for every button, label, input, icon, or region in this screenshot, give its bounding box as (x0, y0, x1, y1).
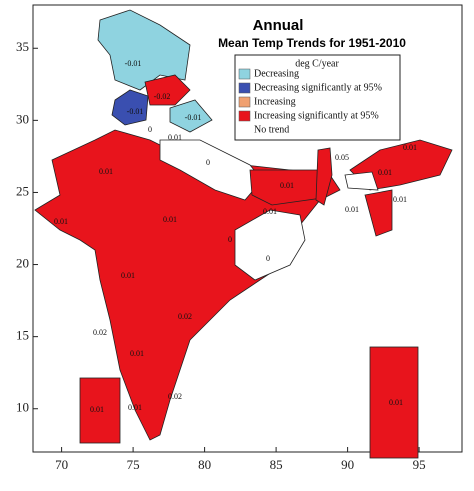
region-label: 0.01 (168, 133, 182, 142)
region-label: 0 (206, 158, 210, 167)
region-label: 0.01 (263, 207, 277, 216)
region-ne-south (364, 189, 393, 237)
region-label: 0.01 (121, 271, 135, 280)
region-label: 0.01 (163, 215, 177, 224)
region-label: 0.01 (403, 143, 417, 152)
region-label: 0.02 (168, 392, 182, 401)
legend-label: No trend (254, 124, 289, 135)
region-label: 0 (148, 125, 152, 134)
india-main (34, 129, 341, 441)
legend-label: Increasing significantly at 95% (254, 110, 379, 121)
region-label: -0.01 (185, 113, 202, 122)
region-punjab (144, 74, 191, 106)
region-kashmir (97, 9, 191, 91)
legend-swatch (238, 110, 251, 122)
y-tick-label: 10 (16, 400, 29, 415)
legend-swatch (238, 96, 251, 108)
legend: deg C/year Decreasing Decreasing signific… (234, 54, 401, 141)
y-tick-label: 15 (16, 328, 29, 343)
x-tick-label: 85 (270, 457, 283, 472)
region-wb (315, 147, 333, 206)
region-uttarakhand (169, 99, 213, 133)
y-tick-label: 35 (16, 39, 29, 54)
region-white (159, 139, 263, 201)
region-label: 0.01 (345, 205, 359, 214)
x-tick-label: 70 (55, 457, 68, 472)
region-label: 0.01 (378, 168, 392, 177)
region-white (234, 209, 306, 281)
legend-label: Increasing (254, 96, 296, 107)
x-tick-label: 80 (198, 457, 211, 472)
legend-label: Decreasing significantly at 95% (254, 82, 382, 93)
region-label: 0 (228, 235, 232, 244)
region-label: 0.01 (54, 217, 68, 226)
legend-swatch (238, 82, 251, 94)
inset-andaman (369, 346, 419, 459)
region-bihar (249, 169, 323, 206)
region-label: -0.02 (154, 92, 171, 101)
y-tick-label: 25 (16, 183, 29, 198)
inset-lakshadweep (79, 377, 121, 444)
regions (34, 9, 453, 459)
region-label: 0.02 (178, 312, 192, 321)
region-label: 0.01 (130, 349, 144, 358)
title: Annual (253, 17, 304, 34)
x-tick-label: 75 (127, 457, 140, 472)
legend-title: deg C/year (295, 58, 339, 69)
region-label: 0.01 (280, 181, 294, 190)
region-label: 0.01 (90, 405, 104, 414)
region-label: -0.01 (125, 59, 142, 68)
legend-box (234, 54, 401, 141)
region-label: 0 (266, 254, 270, 263)
region-label: 0.02 (93, 328, 107, 337)
legend-label: Decreasing (254, 68, 299, 79)
region-himachal (111, 89, 149, 126)
x-tick-label: 95 (413, 457, 426, 472)
region-label: 0.05 (335, 153, 349, 162)
y-tick-label: 30 (16, 111, 29, 126)
legend-swatch (238, 68, 251, 80)
region-label: 0.01 (99, 167, 113, 176)
region-label: -0.01 (127, 107, 144, 116)
region-label: 0.01 (393, 195, 407, 204)
y-tick-label: 20 (16, 256, 29, 271)
region-white (344, 171, 379, 191)
x-tick-label: 90 (341, 457, 354, 472)
region-label: 0.01 (128, 403, 142, 412)
subtitle: Mean Temp Trends for 1951-2010 (218, 36, 406, 50)
region-label: 0.01 (389, 398, 403, 407)
